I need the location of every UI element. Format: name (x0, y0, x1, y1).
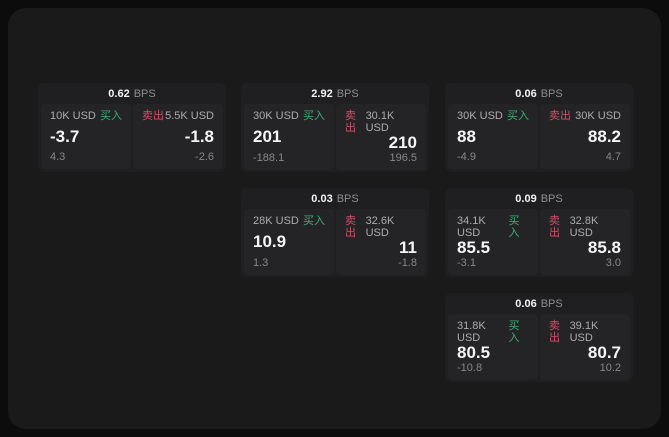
sell-amount: 32.8K USD (569, 215, 599, 239)
buy-price: 201 (253, 127, 282, 146)
sell-price: 210 (388, 133, 417, 152)
bps-header: 0.09 BPS (445, 188, 633, 209)
sell-quote-tile[interactable]: 卖出 30K USD 88.2 4.7 (540, 104, 630, 169)
bps-unit-label: BPS (540, 192, 563, 205)
quote-card: 0.62 BPS 10K USD 买入 -3.7 4.3 卖出 5.5K USD… (38, 83, 226, 172)
sell-delta: 4.7 (605, 151, 621, 163)
buy-quote-tile[interactable]: 30K USD 买入 88 -4.9 (448, 104, 538, 169)
sell-price: -1.8 (184, 126, 214, 146)
bps-header: 0.03 BPS (241, 188, 429, 209)
sell-delta: 3.0 (605, 257, 621, 269)
sell-amount: 32.6K USD (365, 215, 395, 239)
quotes-panel: 0.62 BPS 10K USD 买入 -3.7 4.3 卖出 5.5K USD… (8, 8, 661, 429)
bps-unit-label: BPS (336, 87, 359, 100)
buy-amount: 34.1K USD (457, 215, 486, 239)
bps-value: 0.09 (515, 192, 537, 205)
sell-quote-tile[interactable]: 卖出 5.5K USD -1.8 -2.6 (133, 104, 223, 169)
buy-quote-tile[interactable]: 34.1K USD 买入 85.5 -3.1 (448, 209, 538, 275)
sell-delta: -2.6 (195, 151, 214, 163)
buy-side-label: 买入 (100, 110, 122, 122)
buy-delta: -4.9 (457, 151, 476, 163)
buy-quote-tile[interactable]: 10K USD 买入 -3.7 4.3 (41, 104, 131, 169)
sell-side-label: 卖出 (549, 110, 571, 122)
buy-amount: 28K USD (253, 215, 299, 227)
quote-card-body: 34.1K USD 买入 85.5 -3.1 卖出 32.8K USD 85.8… (445, 209, 633, 278)
sell-side-label: 卖出 (142, 110, 164, 122)
sell-quote-tile[interactable]: 卖出 30.1K USD 210 196.5 (336, 104, 426, 170)
sell-side-label: 卖出 (345, 110, 356, 134)
sell-side-label: 卖出 (549, 320, 560, 344)
buy-delta: 4.3 (50, 151, 66, 163)
buy-delta: -188.1 (253, 152, 285, 164)
sell-delta: -1.8 (398, 257, 417, 269)
buy-price: -3.7 (50, 126, 80, 146)
buy-side-label: 买入 (303, 215, 325, 227)
buy-price: 80.5 (457, 343, 491, 362)
bps-value: 0.06 (515, 297, 537, 310)
buy-quote-tile[interactable]: 30K USD 买入 201 -188.1 (244, 104, 334, 170)
buy-delta: -3.1 (457, 257, 476, 269)
bps-header: 0.62 BPS (38, 83, 226, 104)
quote-card: 0.06 BPS 30K USD 买入 88 -4.9 卖出 30K USD 8… (445, 83, 633, 172)
sell-delta: 196.5 (389, 152, 417, 164)
bps-unit-label: BPS (133, 87, 156, 100)
bps-unit-label: BPS (540, 87, 563, 100)
buy-price: 10.9 (253, 232, 287, 251)
bps-value: 0.62 (108, 87, 130, 100)
bps-unit-label: BPS (540, 297, 563, 310)
sell-delta: 10.2 (599, 362, 621, 374)
buy-side-label: 买入 (508, 215, 520, 239)
sell-amount: 5.5K USD (165, 110, 214, 122)
quote-card-body: 28K USD 买入 10.9 1.3 卖出 32.6K USD 11 -1.8 (241, 209, 429, 278)
buy-delta: 1.3 (253, 257, 269, 269)
buy-quote-tile[interactable]: 31.8K USD 买入 80.5 -10.8 (448, 314, 538, 380)
bps-value: 0.03 (311, 192, 333, 205)
buy-price: 85.5 (457, 238, 491, 257)
quote-card: 0.09 BPS 34.1K USD 买入 85.5 -3.1 卖出 32.8K… (445, 188, 633, 277)
sell-quote-tile[interactable]: 卖出 32.6K USD 11 -1.8 (336, 209, 426, 275)
sell-amount: 30K USD (575, 110, 621, 122)
sell-side-label: 卖出 (549, 215, 560, 239)
bps-unit-label: BPS (336, 192, 359, 205)
buy-amount: 30K USD (253, 110, 299, 122)
bps-header: 2.92 BPS (241, 83, 429, 104)
sell-price: 85.8 (587, 238, 621, 257)
quote-card-body: 30K USD 买入 201 -188.1 卖出 30.1K USD 210 1… (241, 104, 429, 173)
buy-side-label: 买入 (303, 110, 325, 122)
sell-quote-tile[interactable]: 卖出 39.1K USD 80.7 10.2 (540, 314, 630, 380)
sell-amount: 30.1K USD (365, 110, 395, 134)
quote-card: 0.03 BPS 28K USD 买入 10.9 1.3 卖出 32.6K US… (241, 188, 429, 277)
bps-header: 0.06 BPS (445, 293, 633, 314)
sell-price: 88.2 (587, 126, 621, 146)
quote-card-body: 30K USD 买入 88 -4.9 卖出 30K USD 88.2 4.7 (445, 104, 633, 172)
buy-amount: 31.8K USD (457, 320, 486, 344)
sell-amount: 39.1K USD (569, 320, 599, 344)
bps-value: 0.06 (515, 87, 537, 100)
quote-card-body: 10K USD 买入 -3.7 4.3 卖出 5.5K USD -1.8 -2.… (38, 104, 226, 172)
buy-delta: -10.8 (457, 362, 483, 374)
quote-card-body: 31.8K USD 买入 80.5 -10.8 卖出 39.1K USD 80.… (445, 314, 633, 383)
quote-card: 0.06 BPS 31.8K USD 买入 80.5 -10.8 卖出 39.1… (445, 293, 633, 382)
bps-value: 2.92 (311, 87, 333, 100)
quote-card: 2.92 BPS 30K USD 买入 201 -188.1 卖出 30.1K … (241, 83, 429, 172)
sell-side-label: 卖出 (345, 215, 356, 239)
buy-amount: 10K USD (50, 110, 96, 122)
buy-side-label: 买入 (508, 320, 520, 344)
buy-price: 88 (457, 126, 476, 146)
buy-amount: 30K USD (457, 110, 503, 122)
sell-price: 11 (399, 238, 417, 257)
sell-price: 80.7 (587, 343, 621, 362)
bps-header: 0.06 BPS (445, 83, 633, 104)
sell-quote-tile[interactable]: 卖出 32.8K USD 85.8 3.0 (540, 209, 630, 275)
buy-quote-tile[interactable]: 28K USD 买入 10.9 1.3 (244, 209, 334, 275)
buy-side-label: 买入 (507, 110, 529, 122)
